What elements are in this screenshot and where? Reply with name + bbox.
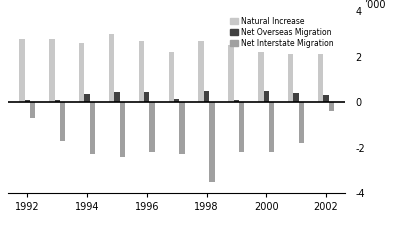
Bar — [49, 39, 54, 102]
Bar — [318, 54, 323, 102]
Bar — [114, 92, 119, 102]
Bar — [85, 94, 90, 102]
Bar — [299, 102, 304, 143]
Bar — [209, 102, 215, 182]
Bar — [19, 39, 25, 102]
Bar — [90, 102, 95, 154]
Bar — [258, 52, 264, 102]
Bar — [269, 102, 274, 152]
Bar — [25, 100, 30, 102]
Bar — [79, 43, 85, 102]
Bar — [119, 102, 125, 157]
Bar — [54, 100, 60, 102]
Bar — [30, 102, 35, 118]
Bar — [109, 34, 114, 102]
Bar — [204, 91, 209, 102]
Bar — [139, 41, 144, 102]
Bar — [323, 95, 329, 102]
Bar — [179, 102, 185, 154]
Bar — [144, 92, 150, 102]
Bar — [60, 102, 65, 141]
Bar — [288, 54, 293, 102]
Bar — [329, 102, 334, 111]
Bar — [150, 102, 155, 152]
Bar — [174, 99, 179, 102]
Bar — [198, 41, 204, 102]
Bar — [169, 52, 174, 102]
Bar — [293, 93, 299, 102]
Bar — [228, 45, 234, 102]
Bar — [234, 100, 239, 102]
Bar — [239, 102, 245, 152]
Bar — [264, 91, 269, 102]
Text: ’000: ’000 — [364, 0, 385, 10]
Legend: Natural Increase, Net Overseas Migration, Net Interstate Migration: Natural Increase, Net Overseas Migration… — [228, 15, 335, 49]
